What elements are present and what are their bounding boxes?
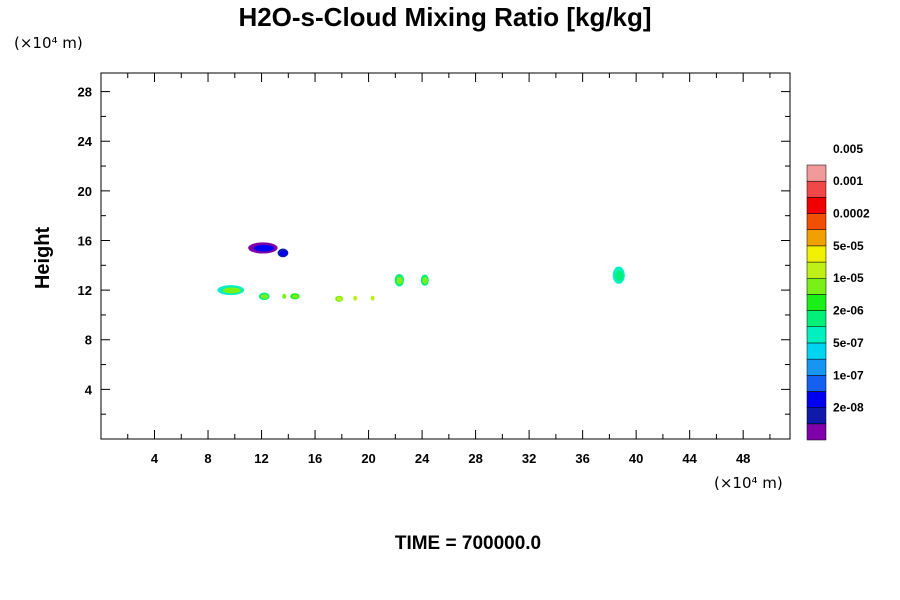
colorbar-swatch [806,391,827,408]
colorbar-swatch [806,294,827,311]
colorbar-swatch [806,310,827,328]
colorbar: 2e-08 1e-07 5e-07 2e-06 1e-05 5e-05 0.0002 0.00… [806,142,870,441]
x-tick-label: 28 [468,451,482,466]
colorbar-swatch [806,342,827,360]
colorbar-label: 5e-07 [833,336,864,350]
colorbar-swatch [806,423,827,441]
cloud-patch-core [283,294,286,298]
plot-background [101,73,790,439]
x-tick-label: 32 [522,451,536,466]
colorbar-swatch [806,213,827,230]
x-tick-label: 8 [204,451,211,466]
colorbar-label: 2e-06 [833,304,864,318]
cloud-patch-core [615,270,624,281]
time-label: TIME = 700000.0 [395,533,541,554]
colorbar-label: 1e-05 [833,271,864,285]
colorbar-swatch [806,326,827,344]
y-tick-label: 24 [78,134,93,149]
y-axis-label: Height [32,227,54,290]
x-tick-label: 16 [308,451,322,466]
colorbar-swatch [806,245,827,263]
cloud-patch-core [371,296,375,300]
colorbar-label: 0.001 [833,174,863,188]
y-tick-label: 12 [78,283,92,298]
x-tick-label: 36 [575,451,589,466]
colorbar-swatch [806,180,827,198]
colorbar-swatch [806,358,827,376]
cloud-patch-core [336,297,343,301]
colorbar-label: 1e-07 [833,368,864,382]
colorbar-label: 0.005 [833,142,863,156]
y-tick-label: 8 [85,333,92,348]
y-tick-label: 4 [85,382,93,397]
y-tick-label: 28 [78,85,92,100]
cloud-patch-core [261,294,269,299]
y-tick-label: 16 [78,233,92,248]
x-tick-label: 24 [415,451,430,466]
colorbar-swatch [806,164,827,182]
x-axis-unit: (×10⁴ m) [714,474,783,492]
x-axis-ticks: 4 8 12 16 20 24 28 32 36 40 44 48 [127,73,771,466]
colorbar-swatch [806,375,827,392]
x-tick-label: 4 [151,451,159,466]
x-tick-label: 48 [736,451,750,466]
colorbar-swatch [806,261,827,279]
colorbar-label: 0.0002 [833,207,870,221]
cloud-patch-core [292,294,299,299]
x-tick-label: 12 [254,451,268,466]
colorbar-swatch [806,229,827,247]
cloud-patch-core [222,287,241,294]
cloud-patch-core [353,296,357,300]
cloud-patch-core [254,244,275,252]
colorbar-label: 2e-08 [833,401,864,415]
colorbar-swatch [806,407,827,425]
x-tick-label: 44 [682,451,697,466]
cloud-patch-core [396,276,403,285]
y-tick-label: 20 [78,184,92,199]
chart-title: H2O-s-Cloud Mixing Ratio [kg/kg] [238,2,651,32]
colorbar-swatch [806,197,827,214]
y-axis-ticks: 4 8 12 16 20 24 28 [78,85,790,415]
cloud-patch-core [279,250,288,256]
cloud-patch-core [422,277,428,284]
x-tick-label: 40 [629,451,643,466]
x-tick-label: 20 [361,451,375,466]
plot-frame [100,72,791,440]
colorbar-swatch [806,277,827,295]
colorbar-label: 5e-05 [833,239,864,253]
y-axis-unit: (×10⁴ m) [14,34,83,52]
cloud-patches [217,242,625,302]
